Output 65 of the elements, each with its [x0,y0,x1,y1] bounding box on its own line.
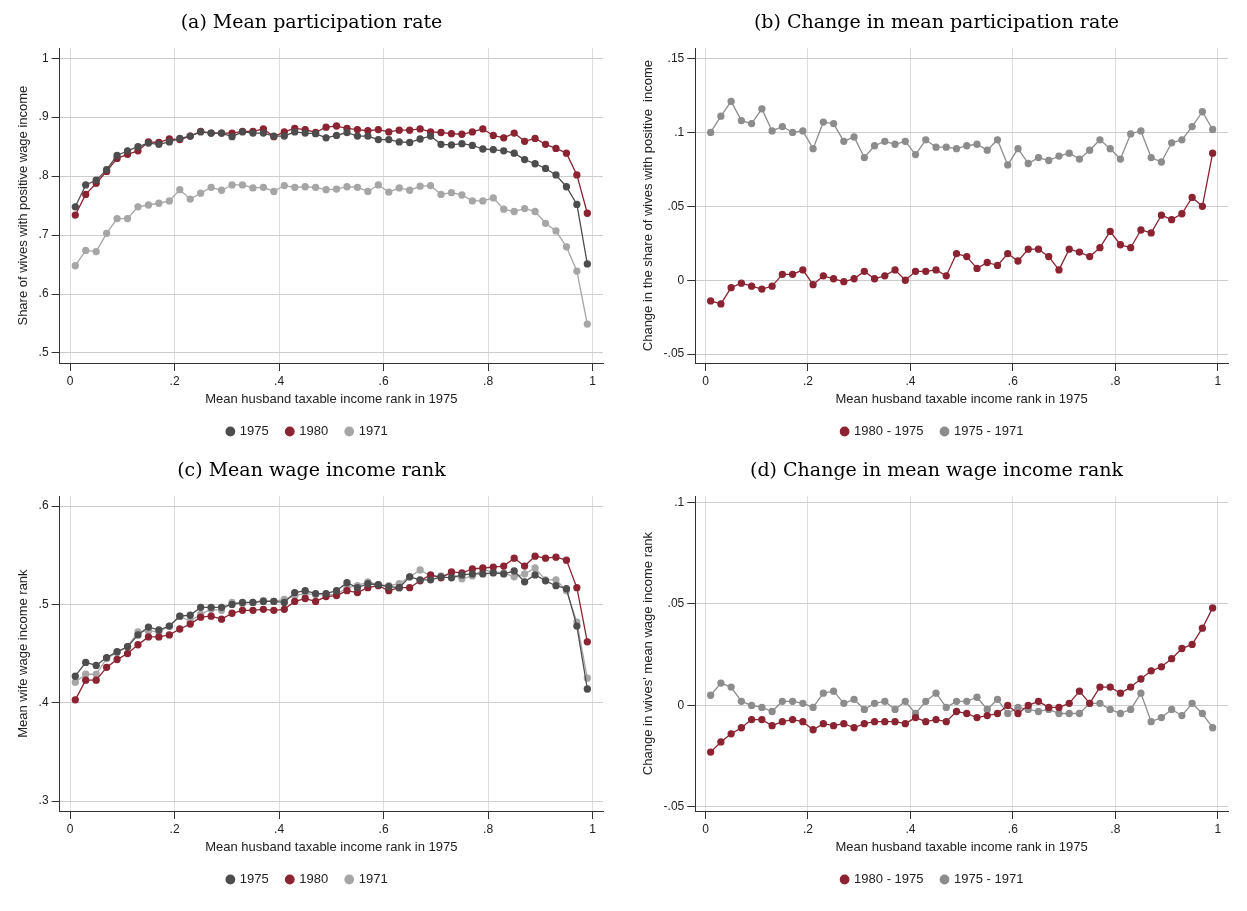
x-axis-title: Mean husband taxable income rank in 1975 [835,838,1088,854]
x-tick-label: .6 [1007,821,1019,836]
y-tick-label: .1 [674,124,685,139]
y-tick-label: .3 [38,793,49,808]
y-tick-label: .5 [38,345,49,360]
x-tick-label: 0 [66,373,74,388]
x-tick-label: .8 [1110,821,1121,836]
y-tick-label: .4 [38,695,49,710]
x-tick-label: .6 [378,373,389,388]
chart-title: (a) Mean participation rate [179,9,444,34]
y-tick-label: .5 [38,596,49,611]
y-tick-label: .05 [667,596,685,611]
legend-label: 1971 [358,871,388,887]
x-tick-label: .2 [169,373,180,388]
x-axis-title: Mean husband taxable income rank in 1975 [205,390,458,406]
chart-title: (b) Change in mean participation rate [752,9,1121,34]
x-tick-label: 0 [702,373,710,388]
y-axis-title: Share of wives with positive wage income [15,85,31,326]
legend-label: 1975 - 1971 [954,871,1024,887]
legend-label: 1980 - 1975 [854,423,924,439]
y-tick-label: .8 [38,168,49,183]
x-tick-label: 1 [589,373,597,388]
y-tick-label: .05 [667,198,685,213]
legend-label: 1971 [358,423,388,439]
x-tick-label: 1 [589,821,597,836]
x-tick-label: .2 [802,821,814,836]
x-tick-label: .4 [274,373,285,388]
y-axis-title: Change in wives' mean wage income rank [640,531,656,776]
x-tick-label: .4 [905,821,916,836]
x-axis-title: Mean husband taxable income rank in 1975 [835,390,1088,406]
x-tick-label: .8 [483,821,494,836]
x-axis-title: Mean husband taxable income rank in 1975 [205,838,458,854]
x-tick-label: 0 [66,821,74,836]
y-tick-label: 0 [677,272,685,287]
y-tick-label: .9 [38,109,49,124]
y-tick-label: 1 [41,50,49,65]
y-axis-title: Change in the share of wives with positive income [640,59,656,352]
x-tick-label: 1 [1214,821,1222,836]
y-tick-label: -.05 [663,799,685,814]
chart-title: (c) Mean wage income rank [176,457,447,482]
legend-label: 1975 [239,871,269,887]
y-tick-label: .1 [674,494,685,509]
x-tick-label: .8 [483,373,494,388]
x-tick-label: 1 [1214,373,1222,388]
y-tick-label: .6 [38,498,49,513]
legend-label: 1975 - 1971 [954,423,1024,439]
x-tick-label: .4 [905,373,916,388]
chart-title: (d) Change in mean wage income rank [749,457,1124,482]
y-tick-label: .6 [38,286,49,301]
legend-label: 1980 [299,423,329,439]
x-tick-label: .4 [274,821,285,836]
y-tick-label: -.05 [663,346,685,361]
x-tick-label: .2 [169,821,180,836]
y-tick-label: .7 [38,227,49,242]
x-tick-label: .2 [802,373,814,388]
x-tick-label: 0 [702,821,710,836]
x-tick-label: .6 [378,821,389,836]
y-tick-label: 0 [677,697,685,712]
y-tick-label: .15 [667,50,685,65]
legend-label: 1975 [239,423,269,439]
x-tick-label: .6 [1007,373,1019,388]
x-tick-label: .8 [1110,373,1121,388]
y-axis-title: Mean wife wage income rank [15,568,31,738]
legend-label: 1980 [299,871,329,887]
legend-label: 1980 - 1975 [854,871,924,887]
